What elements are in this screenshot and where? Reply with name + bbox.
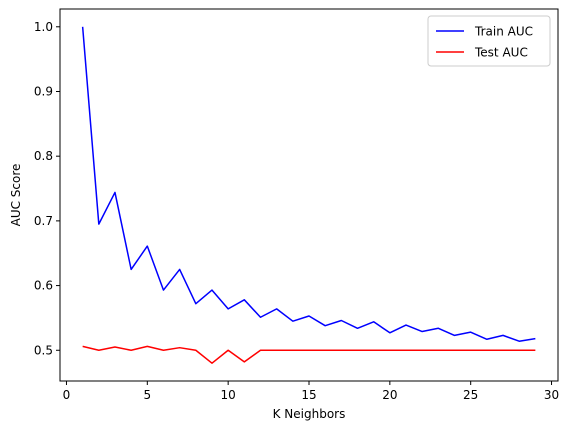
y-tick-label: 0.9 <box>34 84 53 98</box>
x-axis-ticks: 0 5 10 15 20 25 30 <box>63 381 559 402</box>
x-tick-label: 0 <box>63 388 71 402</box>
x-tick-label: 5 <box>143 388 151 402</box>
y-tick-label: 0.5 <box>34 343 53 357</box>
y-tick-label: 1.0 <box>34 20 53 34</box>
x-tick-label: 15 <box>301 388 316 402</box>
x-tick-label: 20 <box>382 388 397 402</box>
legend-label-test: Test AUC <box>474 46 528 60</box>
x-tick-label: 30 <box>544 388 559 402</box>
y-tick-label: 0.6 <box>34 279 53 293</box>
x-axis-label: K Neighbors <box>273 407 346 421</box>
train-auc-line <box>81 26 536 342</box>
series-layer <box>81 26 536 364</box>
y-axis-ticks: 0.5 0.6 0.7 0.8 0.9 1.0 <box>34 20 60 357</box>
x-tick-label: 25 <box>463 388 478 402</box>
y-axis-label: AUC Score <box>9 164 23 227</box>
y-tick-label: 0.7 <box>34 214 53 228</box>
legend-label-train: Train AUC <box>474 25 533 39</box>
y-tick-label: 0.8 <box>34 149 53 163</box>
test-auc-line <box>82 345 536 364</box>
legend-box <box>427 15 551 67</box>
legend: Train AUC Test AUC <box>427 15 551 67</box>
x-tick-label: 10 <box>221 388 236 402</box>
